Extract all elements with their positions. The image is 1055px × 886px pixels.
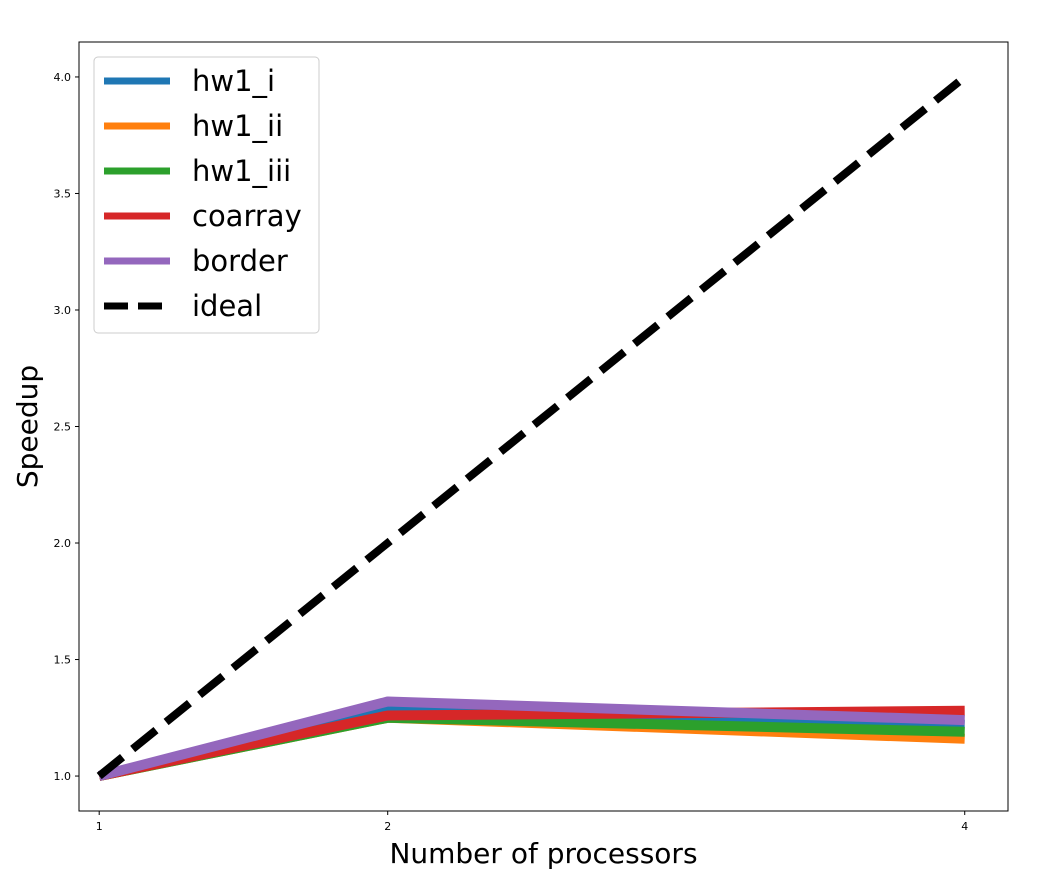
series-line-border [97, 696, 965, 781]
x-axis-label: Number of processors [389, 837, 697, 870]
x-tick-label: 1 [96, 820, 103, 833]
x-tick-label: 4 [961, 820, 968, 833]
y-tick-label: 4.0 [54, 71, 72, 84]
y-axis-label: Speedup [11, 365, 44, 488]
y-tick-label: 1.5 [54, 654, 72, 667]
legend-label: ideal [192, 289, 262, 323]
y-tick-label: 1.0 [54, 770, 72, 783]
y-tick-label: 3.5 [54, 187, 72, 200]
legend-label: hw1_ii [192, 109, 283, 143]
series-layer [96, 73, 968, 781]
x-tick-label: 2 [384, 820, 391, 833]
y-tick-label: 3.0 [54, 304, 72, 317]
series-line-ideal [96, 73, 968, 780]
y-tick-label: 2.0 [54, 537, 72, 550]
ticks-layer: 1 2 4 1.0 1.5 2.0 2.5 3.0 3.5 4.0 [54, 71, 969, 833]
y-tick-label: 2.5 [54, 421, 72, 434]
legend-label: border [192, 244, 288, 278]
legend-label: hw1_iii [192, 154, 291, 188]
legend-label: hw1_i [192, 64, 275, 98]
legend-label: coarray [192, 199, 302, 233]
